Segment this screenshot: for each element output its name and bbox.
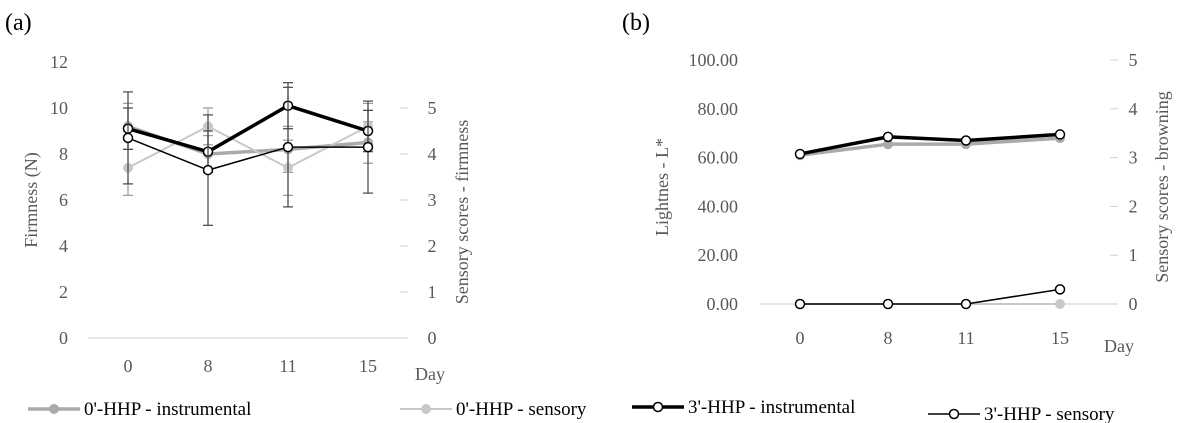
- x-tick-label: 15: [359, 356, 377, 376]
- y-tick-label: 12: [50, 52, 68, 72]
- data-point: [794, 298, 806, 310]
- y-axis-title: Firmness (N): [21, 152, 42, 248]
- y2-tick-label: 5: [428, 98, 437, 118]
- series-3: [794, 129, 1066, 160]
- data-point: [960, 135, 972, 146]
- y-tick-label: 40.00: [698, 196, 739, 216]
- series-line: [799, 132, 1061, 156]
- series-4: [794, 284, 1066, 310]
- data-point: [362, 141, 374, 153]
- y-tick-label: 80.00: [698, 99, 739, 119]
- legend-label: 0'-HHP - sensory: [456, 399, 587, 420]
- y-tick-label: 0: [59, 328, 68, 348]
- y2-tick-label: 3: [1129, 148, 1138, 168]
- x-tick-label: 15: [1051, 328, 1069, 348]
- legend: 0'-HHP - instrumental 0'-HHP - sensory 3'-…: [28, 397, 1115, 423]
- chart-b: 0.00 20.00 40.00 60.00 80.00 100.00 0 1 2 3 4 5 0 8 11…: [652, 50, 1172, 356]
- y2-axis-title: Sensory scores - firmness: [452, 120, 472, 304]
- y2-tick-label: 2: [1129, 196, 1138, 216]
- y2-tick-label: 1: [428, 282, 437, 302]
- data-point: [282, 141, 294, 153]
- y2-tick-label: 5: [1129, 50, 1138, 70]
- y-tick-label: 60.00: [698, 148, 739, 168]
- y-axis-title: Lightnes - L*: [652, 138, 672, 236]
- y-tick-label: 100.00: [689, 50, 739, 70]
- series-2: [123, 102, 373, 196]
- y-tick-label: 0.00: [707, 294, 739, 314]
- y-tick-label: 8: [59, 144, 68, 164]
- x-axis-title: Day: [415, 364, 445, 384]
- data-point: [1054, 129, 1066, 140]
- y-tick-label: 20.00: [698, 245, 739, 265]
- panel-label-b: (b): [622, 10, 650, 36]
- x-tick-label: 8: [884, 328, 893, 348]
- legend-swatch-marker: [49, 404, 59, 414]
- series-line: [800, 288, 1061, 305]
- x-tick-label: 8: [204, 356, 213, 376]
- x-tick-label: 11: [957, 328, 974, 348]
- legend-swatch-marker: [421, 404, 431, 414]
- y2-tick-label: 2: [428, 236, 437, 256]
- legend-item-2: 0'-HHP - sensory: [400, 399, 587, 420]
- x-tick-label: 0: [796, 328, 805, 348]
- legend-swatch-marker: [948, 408, 960, 420]
- y2-tick-label: 4: [428, 144, 437, 164]
- data-point: [1055, 299, 1065, 309]
- data-point: [202, 164, 214, 176]
- y2-tick-label: 3: [428, 190, 437, 210]
- x-tick-label: 0: [124, 356, 133, 376]
- y2-tick-label: 0: [1129, 294, 1138, 314]
- data-point: [794, 148, 806, 160]
- y2-tick-label: 0: [428, 328, 437, 348]
- y2-tick-label: 1: [1129, 245, 1138, 265]
- y2-tick-label: 4: [1129, 99, 1138, 119]
- legend-swatch-marker: [652, 401, 664, 413]
- data-point: [1054, 284, 1066, 295]
- legend-label: 0'-HHP - instrumental: [84, 399, 251, 420]
- series-line: [127, 137, 368, 171]
- y-tick-label: 2: [59, 282, 68, 302]
- series-4: [122, 86, 374, 226]
- y-tick-label: 10: [50, 98, 68, 118]
- legend-label: 3'-HHP - instrumental: [688, 397, 855, 418]
- data-point: [882, 131, 894, 143]
- x-axis-title: Day: [1104, 336, 1134, 356]
- legend-item-1: 0'-HHP - instrumental: [28, 399, 251, 420]
- data-point: [122, 132, 134, 144]
- legend-label: 3'-HHP - sensory: [984, 404, 1115, 423]
- y2-axis-title: Sensory scores - browning: [1152, 91, 1172, 282]
- data-point: [882, 298, 894, 310]
- y-tick-label: 4: [59, 236, 68, 256]
- y-tick-label: 6: [59, 190, 68, 210]
- series-line: [127, 103, 369, 154]
- legend-item-3: 3'-HHP - instrumental: [632, 397, 855, 418]
- data-point: [960, 298, 972, 310]
- legend-item-4: 3'-HHP - sensory: [928, 404, 1115, 423]
- panel-label-a: (a): [5, 10, 32, 36]
- x-tick-label: 11: [279, 356, 296, 376]
- series-line: [799, 136, 1061, 157]
